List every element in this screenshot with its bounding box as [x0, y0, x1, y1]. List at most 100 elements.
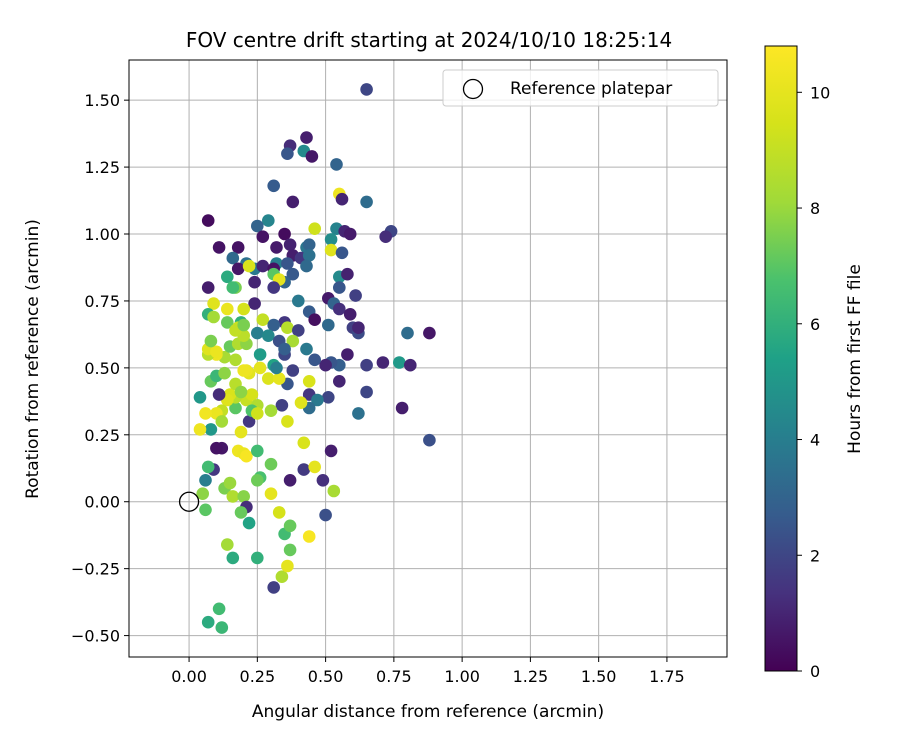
scatter-point: [229, 401, 242, 415]
x-tick-label: 1.75: [649, 667, 685, 686]
scatter-point: [341, 348, 354, 361]
scatter-point: [226, 281, 240, 294]
scatter-point: [281, 559, 294, 573]
scatter-point: [352, 407, 365, 420]
legend: Reference platepar: [442, 69, 719, 107]
scatter-point: [283, 519, 297, 533]
scatter-point: [231, 262, 245, 276]
colorbar-tick-label: 0: [810, 662, 820, 681]
scatter-point: [401, 326, 414, 340]
scatter-point: [322, 391, 335, 404]
scatter-point: [234, 506, 248, 519]
scatter-point: [250, 551, 264, 565]
scatter-point: [201, 615, 215, 629]
scatter-point: [360, 385, 373, 399]
scatter-point: [423, 433, 436, 447]
scatter-point: [199, 503, 212, 517]
scatter-point: [221, 270, 234, 284]
scatter-point: [250, 407, 264, 420]
reference-point-marker: [178, 491, 200, 512]
scatter-point: [335, 246, 349, 260]
scatter-point: [308, 353, 322, 367]
scatter-point: [278, 342, 291, 356]
scatter-point: [297, 463, 311, 476]
scatter-point: [204, 423, 218, 436]
scatter-point: [253, 361, 267, 375]
scatter-point: [292, 294, 305, 308]
scatter-point: [226, 251, 240, 265]
scatter-point: [207, 297, 220, 310]
scatter-point: [237, 364, 250, 377]
reference-marker-group: [178, 491, 200, 512]
scatter-point: [294, 396, 308, 410]
scatter-point: [270, 241, 283, 254]
scatter-point: [302, 375, 316, 388]
scatter-point: [215, 621, 229, 634]
plot-frame: [128, 59, 728, 658]
scatter-point: [333, 375, 346, 388]
y-tick-label: 1.25: [84, 158, 120, 177]
scatter-point: [240, 449, 253, 463]
scatter-point: [231, 241, 245, 254]
scatter-point: [308, 222, 322, 235]
y-axis-label: Rotation from reference (arcmin): [23, 219, 43, 499]
colorbar-ticks: 0 2 4 6 8 10: [797, 83, 830, 681]
scatter-point: [272, 506, 286, 519]
scatter-point: [242, 259, 256, 273]
scatter-point: [193, 391, 207, 404]
scatter-point: [204, 334, 218, 348]
scatter-point: [250, 474, 264, 487]
scatter-point: [264, 457, 278, 471]
data-points: [193, 83, 436, 634]
scatter-point: [267, 318, 281, 332]
scatter-point: [281, 147, 294, 160]
scatter-point: [256, 313, 270, 327]
scatter-point: [221, 316, 234, 329]
scatter-point: [226, 490, 240, 503]
scatter-point: [283, 238, 297, 251]
scatter-point: [278, 227, 291, 241]
scatter-point: [349, 289, 362, 302]
scatter-point: [333, 302, 346, 316]
scatter-point: [218, 366, 231, 380]
scatter-point: [360, 358, 373, 372]
scatter-point: [275, 399, 289, 412]
legend-box: [442, 69, 719, 107]
scatter-point: [201, 281, 215, 294]
scatter-point: [335, 192, 349, 206]
scatter-point: [343, 308, 357, 321]
scatter-point: [196, 487, 209, 501]
scatter-point: [223, 476, 237, 490]
colorbar: 0 2 4 6 8 10 Hours from first FF file: [764, 45, 865, 681]
scatter-point: [256, 230, 270, 243]
x-axis-label: Angular distance from reference (arcmin): [252, 702, 604, 722]
scatter-point: [201, 460, 215, 474]
scatter-point: [267, 281, 281, 294]
y-tick-label: 0.75: [84, 292, 120, 311]
y-tick-label: 0.00: [84, 493, 120, 512]
scatter-point: [324, 444, 338, 458]
x-tick-label: 1.00: [444, 667, 480, 686]
x-tick-label: 0.25: [240, 667, 276, 686]
scatter-point: [199, 474, 212, 487]
scatter-point: [286, 334, 300, 348]
scatter-point: [308, 460, 322, 474]
legend-label: Reference platepar: [510, 79, 672, 99]
scatter-point: [212, 241, 226, 254]
scatter-point: [262, 329, 275, 343]
scatter-point: [237, 302, 250, 316]
scatter-point: [242, 415, 256, 428]
y-tick-label: −0.25: [71, 560, 120, 579]
colorbar-tick-label: 8: [810, 199, 820, 218]
x-tick-label: 0.75: [376, 667, 412, 686]
scatter-point: [283, 543, 297, 557]
scatter-point: [300, 342, 313, 356]
scatter-point: [319, 358, 332, 372]
scatter-point: [281, 257, 294, 270]
scatter-point: [393, 356, 406, 369]
scatter-point: [237, 318, 250, 332]
scatter-point: [234, 425, 248, 439]
scatter-point: [221, 302, 234, 316]
scatter-point: [324, 233, 338, 246]
scatter-point: [250, 219, 264, 233]
